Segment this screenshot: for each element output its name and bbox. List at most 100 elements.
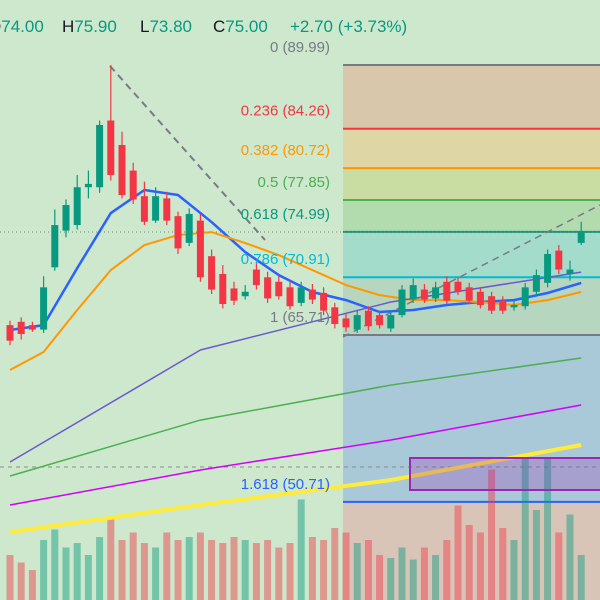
volume-bar xyxy=(320,540,328,600)
candle-body xyxy=(96,124,104,188)
candle-body xyxy=(40,287,48,330)
candle-body xyxy=(443,281,451,301)
fib-label: 0.5 (77.85) xyxy=(257,174,330,191)
candle-body xyxy=(129,170,137,200)
candle-body xyxy=(275,281,283,297)
volume-bar xyxy=(185,537,193,600)
volume-bar xyxy=(443,540,451,600)
ohlc-value: 73.80 xyxy=(149,17,192,36)
volume-bar xyxy=(62,547,70,600)
candle-body xyxy=(532,275,540,292)
moving-average xyxy=(9,271,582,463)
volume-bar xyxy=(499,528,507,600)
volume-bar xyxy=(577,555,585,600)
fib-band xyxy=(343,128,600,169)
fib-label: 0.236 (84.26) xyxy=(241,103,330,120)
volume-bar xyxy=(174,540,182,600)
volume-bar xyxy=(241,540,249,600)
candle-body xyxy=(521,287,529,307)
ohlc-label: H xyxy=(62,17,74,36)
volume-bar xyxy=(208,540,216,600)
volume-bar xyxy=(152,547,160,600)
fib-band xyxy=(343,277,600,336)
volume-bar xyxy=(510,540,518,600)
ohlc-value: 75.00 xyxy=(225,17,268,36)
volume-bar xyxy=(342,532,350,600)
volume-bar xyxy=(286,543,294,600)
fib-band xyxy=(343,168,600,201)
volume-bar xyxy=(297,499,305,600)
candle-body xyxy=(465,287,473,301)
volume-layer xyxy=(6,454,585,600)
candle-body xyxy=(454,281,462,292)
labels-layer: 0 (89.99) 0.236 (84.26) 0.382 (80.72) 0.5 (… xyxy=(0,17,407,492)
volume-bar xyxy=(28,570,36,600)
volume-bar xyxy=(219,543,227,600)
candle-body xyxy=(28,325,36,330)
ohlc-label: O xyxy=(0,17,1,36)
ohlc-value: 74.00 xyxy=(1,17,44,36)
trend-line xyxy=(342,204,600,338)
volume-bar xyxy=(331,528,339,600)
volume-bar xyxy=(409,559,417,600)
volume-bar xyxy=(544,457,552,600)
volume-bar xyxy=(387,558,395,600)
candle-body xyxy=(331,307,339,325)
candle-body xyxy=(264,277,272,299)
volume-bar xyxy=(465,525,473,600)
candle-body xyxy=(577,231,585,243)
candle-body xyxy=(353,315,361,330)
moving-average xyxy=(9,443,582,535)
volume-bar xyxy=(532,510,540,600)
volume-bar xyxy=(196,532,204,600)
volume-bar xyxy=(488,469,496,600)
volume-bar xyxy=(129,532,137,600)
candle-body xyxy=(84,183,92,188)
ohlc-field: C75.00 xyxy=(213,17,268,36)
candle-body xyxy=(241,291,249,297)
background-layer xyxy=(343,64,600,600)
candle-body xyxy=(230,288,238,301)
candle-body xyxy=(387,315,395,329)
fib-band xyxy=(343,65,600,129)
volume-bar xyxy=(555,532,563,600)
candle-body xyxy=(163,198,171,221)
volume-bar xyxy=(476,532,484,600)
ma-layer xyxy=(9,188,582,535)
candle-body xyxy=(252,269,260,286)
volume-bar xyxy=(73,543,81,600)
volume-bar xyxy=(140,543,148,600)
candle-body xyxy=(420,289,428,300)
candle-body xyxy=(219,273,227,305)
candle-body xyxy=(196,220,204,278)
ohlc-field: O74.00 xyxy=(0,17,44,36)
candle-body xyxy=(297,287,305,303)
candle-body xyxy=(342,318,350,328)
candle-body xyxy=(73,187,81,226)
volume-bar xyxy=(84,555,92,600)
fib-label: 0.382 (80.72) xyxy=(241,142,330,159)
fib-label: 1.618 (50.71) xyxy=(241,476,330,493)
candle-body xyxy=(364,310,372,327)
fib-band xyxy=(343,200,600,232)
candles-layer xyxy=(6,65,585,346)
volume-bar xyxy=(107,517,115,600)
moving-average xyxy=(9,231,582,371)
candle-body xyxy=(140,196,148,222)
volume-bar xyxy=(353,543,361,600)
candle-body xyxy=(510,305,518,308)
ohlc-field: H75.90 xyxy=(62,17,117,36)
ohlc-field: +2.70 (+3.73%) xyxy=(290,17,407,36)
candle-body xyxy=(376,315,384,326)
candle-body xyxy=(17,321,25,335)
candle-body xyxy=(476,291,484,306)
fib-label: 0.618 (74.99) xyxy=(241,206,330,223)
candle-body xyxy=(432,287,440,299)
fib-band xyxy=(343,501,600,600)
fib-band xyxy=(343,335,600,502)
volume-bar xyxy=(432,555,440,600)
candle-body xyxy=(286,287,294,307)
volume-bar xyxy=(252,543,260,600)
candle-body xyxy=(499,300,507,311)
moving-average xyxy=(9,404,582,506)
